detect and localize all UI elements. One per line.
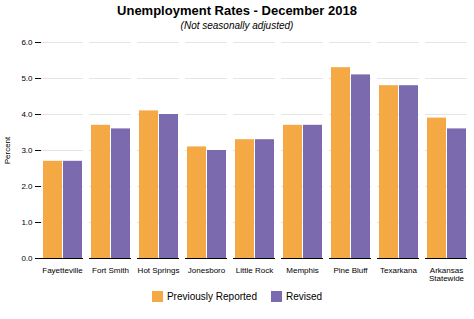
svg-text:ArkansasStatewide: ArkansasStatewide <box>429 266 465 283</box>
html-text:Unemployment Rates - December: Unemployment Rates - December 2018 <box>117 3 357 18</box>
html-text:Revised: Revised <box>286 291 323 302</box>
svg-text:2.0: 2.0 <box>21 182 33 191</box>
svg-text:0.0: 0.0 <box>21 254 33 263</box>
svg-text:Texarkana: Texarkana <box>380 266 417 275</box>
svg-text:4.0: 4.0 <box>21 110 33 119</box>
svg-text:Hot Springs: Hot Springs <box>138 266 180 275</box>
svg-text:Fort Smith: Fort Smith <box>92 266 129 275</box>
svg-text:Jonesboro: Jonesboro <box>188 266 226 275</box>
svg-text:Memphis: Memphis <box>286 266 318 275</box>
svg-text:6.0: 6.0 <box>21 38 33 47</box>
html-text:Previously Reported: Previously Reported <box>166 291 257 302</box>
svg-text:3.0: 3.0 <box>21 146 33 155</box>
svg-text:Little Rock: Little Rock <box>236 266 274 275</box>
svg-text:5.0: 5.0 <box>21 74 33 83</box>
svg-text:Pine Bluff: Pine Bluff <box>333 266 368 275</box>
svg-text:Percent: Percent <box>3 136 12 164</box>
svg-text:Fayetteville: Fayetteville <box>42 266 83 275</box>
html-text:(Not seasonally adjusted): (Not seasonally adjusted) <box>180 20 294 31</box>
svg-text:1.0: 1.0 <box>21 218 33 227</box>
